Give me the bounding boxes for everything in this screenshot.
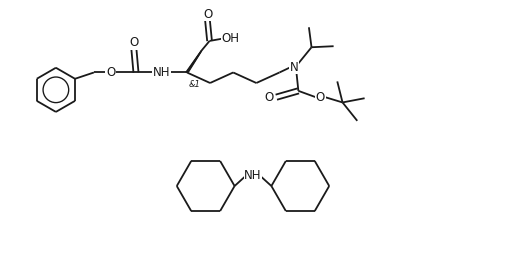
- Text: N: N: [290, 61, 299, 74]
- Text: O: O: [106, 66, 115, 79]
- Text: O: O: [265, 91, 274, 104]
- Text: OH: OH: [221, 32, 240, 45]
- Text: O: O: [130, 36, 139, 49]
- Text: &1: &1: [189, 80, 201, 89]
- Text: NH: NH: [152, 66, 170, 79]
- Text: O: O: [316, 91, 325, 104]
- Text: O: O: [203, 8, 212, 21]
- Text: NH: NH: [244, 169, 262, 182]
